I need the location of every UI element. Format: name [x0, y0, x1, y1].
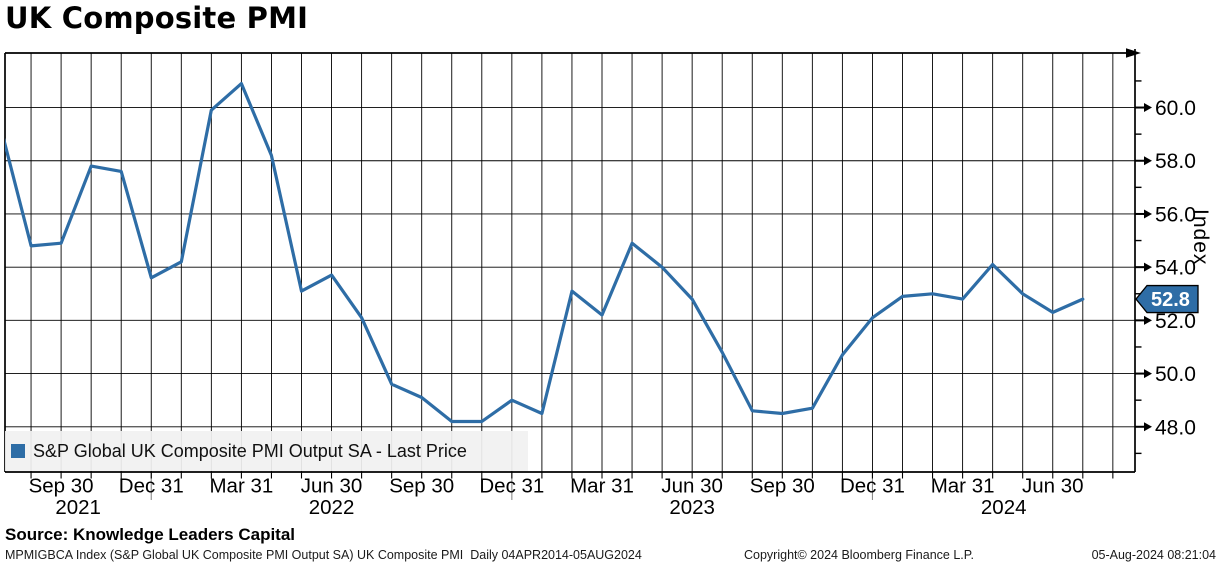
- legend-series-label: S&P Global UK Composite PMI Output SA - …: [33, 440, 467, 461]
- footer-copyright: Copyright© 2024 Bloomberg Finance L.P.: [744, 548, 974, 562]
- x-axis-tick-labels: Sep 30 Dec 31 Mar 31 Jun 30 Sep 30 Dec 31 Mar …: [29, 475, 1084, 498]
- horizontal-gridlines: [5, 107, 1135, 428]
- year-label: 2024: [981, 496, 1027, 519]
- x-tick-label: Jun 30: [1022, 475, 1084, 498]
- y-axis-ticks-labels: 48.0 50.0 52.0 54.0 56.0 58.0 60.0: [1135, 97, 1196, 439]
- year-label: 2023: [669, 496, 715, 519]
- y-tick-label: 60.0: [1155, 97, 1196, 120]
- y-tick-label: 52.0: [1155, 310, 1196, 333]
- y-tick-label: 50.0: [1155, 363, 1196, 386]
- x-tick-label: Sep 30: [750, 475, 815, 498]
- page-title: UK Composite PMI: [5, 1, 309, 35]
- x-tick-label: Sep 30: [29, 475, 94, 498]
- year-label: 2021: [55, 496, 101, 519]
- x-axis-minor-ticks: [30, 472, 1114, 479]
- last-price-value: 52.8: [1151, 289, 1190, 311]
- legend: S&P Global UK Composite PMI Output SA - …: [5, 431, 528, 471]
- footer-ticker-description: MPMIGBCA Index (S&P Global UK Composite …: [5, 548, 642, 562]
- top-axis-arrow-icon: [1126, 48, 1141, 58]
- year-label: 2022: [309, 496, 355, 519]
- y-tick-label: 48.0: [1155, 416, 1196, 439]
- x-tick-label: Mar 31: [570, 475, 634, 498]
- x-tick-label: Dec 31: [119, 475, 184, 498]
- x-tick-label: Dec 31: [479, 475, 544, 498]
- y-tick-label: 54.0: [1155, 257, 1196, 280]
- y-tick-label: 56.0: [1155, 203, 1196, 226]
- x-tick-label: Jun 30: [661, 475, 723, 498]
- x-tick-label: Dec 31: [840, 475, 905, 498]
- x-tick-label: Mar 31: [209, 475, 273, 498]
- x-axis-year-labels: 2021 2022 2023 2024: [55, 496, 1026, 519]
- footer-timestamp: 05-Aug-2024 08:21:04: [1091, 548, 1216, 562]
- x-tick-label: Mar 31: [931, 475, 995, 498]
- series-line-group: [5, 82, 1085, 424]
- y-axis-title: Index: [1189, 209, 1212, 266]
- x-tick-label: Jun 30: [301, 475, 363, 498]
- last-price-tag: 52.8: [1135, 284, 1199, 314]
- pmi-series-line: [5, 82, 1085, 424]
- y-tick-label: 58.0: [1155, 150, 1196, 173]
- source-line: Source: Knowledge Leaders Capital: [5, 525, 296, 544]
- vertical-gridlines: [30, 53, 1114, 472]
- legend-series-marker-icon: [11, 444, 25, 458]
- plot-borders: [4, 48, 1141, 473]
- x-tick-label: Sep 30: [389, 475, 454, 498]
